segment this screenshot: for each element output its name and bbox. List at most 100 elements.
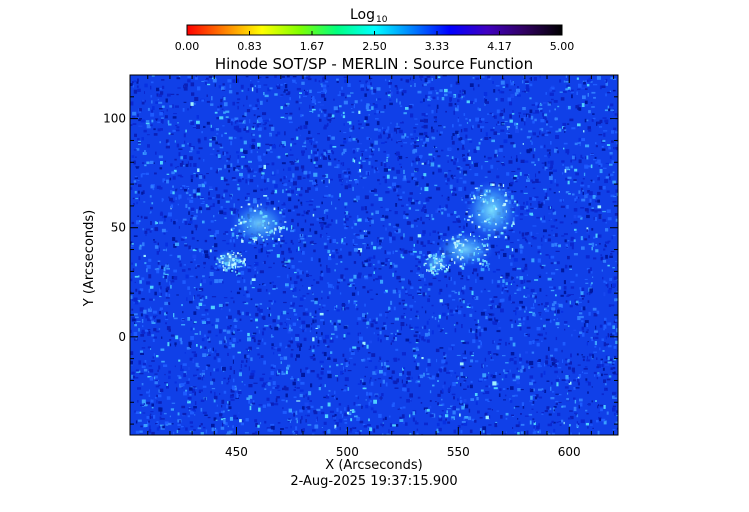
speckle-cell <box>231 343 235 348</box>
speckle-cell <box>577 382 580 386</box>
speckle-cell <box>502 388 506 390</box>
speckle-cell <box>374 140 378 145</box>
speckle-cell <box>385 191 390 194</box>
speckle-cell <box>578 312 583 315</box>
speckle-cell <box>197 138 201 142</box>
speckle-cell <box>570 242 574 247</box>
speckle-cell <box>376 238 379 243</box>
speckle-cell <box>405 213 409 216</box>
speckle-cell <box>549 126 553 128</box>
speckle-cell <box>135 420 138 424</box>
speckle-cell <box>427 288 431 291</box>
speckle-cell <box>138 290 141 295</box>
speckle-cell <box>592 354 594 359</box>
speckle-cell <box>180 383 185 387</box>
speckle-cell <box>515 125 518 130</box>
speckle-cell <box>541 162 545 164</box>
speckle-cell <box>524 208 526 210</box>
speckle-cell <box>366 326 368 329</box>
speckle-cell <box>277 389 281 391</box>
speckle-cell <box>441 194 443 197</box>
speckle-cell <box>222 281 224 284</box>
speckle-cell <box>402 302 406 305</box>
speckle-cell <box>371 353 376 357</box>
speckle-cell <box>535 394 539 398</box>
speckle-cell <box>532 120 535 124</box>
speckle-cell <box>265 119 269 122</box>
speckle-cell <box>567 169 570 172</box>
speckle-cell <box>202 370 205 372</box>
speckle-cell <box>469 287 473 290</box>
speckle-cell <box>230 237 233 239</box>
speckle-cell <box>301 429 304 433</box>
speckle-cell <box>388 266 392 269</box>
speckle-cell <box>214 279 219 284</box>
speckle-cell <box>465 117 468 120</box>
speckle-cell <box>355 287 357 290</box>
speckle-cell <box>335 335 339 339</box>
speckle-cell <box>303 75 307 78</box>
speckle-cell <box>467 303 471 305</box>
speckle-cell <box>148 389 150 392</box>
speckle-cell <box>204 250 209 254</box>
speckle-cell <box>593 257 597 260</box>
speckle-cell <box>266 197 269 200</box>
speckle-cell <box>311 181 316 185</box>
speckle-cell <box>392 182 397 187</box>
speckle-cell <box>146 124 151 129</box>
speckle-cell <box>496 410 500 412</box>
speckle-cell <box>317 339 320 344</box>
speckle-cell <box>135 288 138 292</box>
speckle-cell <box>198 302 203 306</box>
speckle-cell <box>541 340 543 342</box>
speckle-cell <box>321 297 323 300</box>
speckle-cell <box>450 385 452 389</box>
speckle-cell <box>258 248 263 254</box>
speckle-cell <box>575 273 578 277</box>
speckle-cell <box>269 144 273 146</box>
speckle-cell <box>231 121 233 126</box>
speckle-cell <box>312 138 315 141</box>
speckle-cell <box>524 238 527 241</box>
speckle-cell <box>511 323 514 328</box>
speckle-cell <box>553 409 555 412</box>
speckle-cell <box>299 270 303 275</box>
speckle-cell <box>367 171 369 176</box>
speckle-cell <box>410 270 413 273</box>
speckle-cell <box>268 323 273 326</box>
speckle-cell <box>428 91 433 95</box>
speckle-cell <box>245 129 250 133</box>
speckle-cell <box>608 304 612 307</box>
speckle-cell <box>568 265 572 268</box>
speckle-cell <box>461 289 464 293</box>
speckle-cell <box>551 229 553 232</box>
speckle-cell <box>480 389 484 392</box>
speckle-cell <box>153 414 156 419</box>
speckle-cell <box>287 419 292 421</box>
speckle-cell <box>378 183 382 185</box>
speckle-cell <box>320 156 322 159</box>
speckle-cell <box>226 183 230 186</box>
speckle-cell <box>563 421 565 425</box>
speckle-cell <box>234 387 237 391</box>
speckle-cell <box>559 79 562 83</box>
speckle-cell <box>316 345 320 347</box>
speckle-cell <box>549 167 553 169</box>
speckle-cell <box>156 185 161 189</box>
speckle-cell <box>457 117 459 119</box>
speckle-cell <box>513 310 517 312</box>
speckle-cell <box>367 231 371 235</box>
speckle-cell <box>134 281 136 283</box>
speckle-cell <box>202 275 205 278</box>
speckle-cell <box>415 209 420 211</box>
speckle-cell <box>535 110 540 114</box>
speckle-cell <box>521 232 525 237</box>
speckle-cell <box>553 219 557 222</box>
speckle-cell <box>446 284 448 288</box>
speckle-cell <box>590 336 595 339</box>
speckle-cell <box>612 234 616 237</box>
speckle-cell <box>227 326 231 330</box>
speckle-cell <box>166 278 168 283</box>
speckle-cell <box>615 319 618 322</box>
speckle-cell <box>285 370 288 375</box>
